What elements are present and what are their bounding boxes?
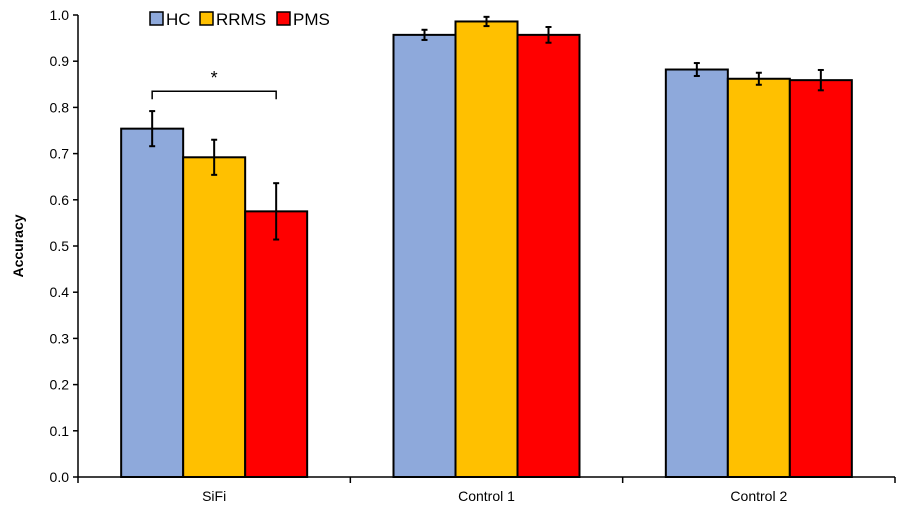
legend-swatch-pms [276, 11, 291, 26]
x-tick-label: Control 2 [730, 488, 787, 504]
y-tick-label: 0.1 [50, 423, 70, 439]
y-tick-label: 0.0 [50, 469, 70, 485]
legend-label-hc: HC [166, 10, 191, 29]
bar-pms-0 [244, 210, 309, 478]
bar-rrms-0 [182, 156, 247, 479]
y-tick-label: 0.9 [50, 53, 70, 69]
y-tick-label: 0.2 [50, 377, 70, 393]
bar-pms-2 [788, 79, 853, 478]
y-tick-label: 1.0 [50, 7, 70, 23]
y-tick-label: 0.3 [50, 330, 70, 346]
legend-label-rrms: RRMS [216, 10, 266, 29]
y-axis-title: Accuracy [10, 214, 26, 277]
legend-swatch-hc [149, 11, 164, 26]
bar-hc-2 [664, 68, 729, 479]
y-tick-label: 0.7 [50, 146, 70, 162]
bar-hc-1 [392, 33, 457, 479]
legend-label-pms: PMS [293, 10, 330, 29]
y-tick-label: 0.6 [50, 192, 70, 208]
y-tick-label: 0.5 [50, 238, 70, 254]
significance-star: * [211, 68, 218, 88]
y-tick-label: 0.8 [50, 99, 70, 115]
significance-annotations: * [151, 68, 277, 100]
x-axis: SiFi Control 1 Control 2 [77, 476, 896, 504]
y-axis: 0.0 0.1 0.2 0.3 0.4 0.5 0.6 0.7 0.8 0.9 1.0 [50, 7, 79, 485]
x-tick-label: SiFi [202, 488, 226, 504]
bar-pms-1 [516, 33, 581, 479]
significance-bracket [151, 90, 277, 100]
bar-hc-0 [120, 127, 185, 478]
x-tick-label: Control 1 [458, 488, 515, 504]
bar-rrms-2 [726, 77, 791, 478]
y-tick-label: 0.4 [50, 284, 70, 300]
bar-rrms-1 [454, 20, 519, 479]
legend: HC RRMS PMS [149, 10, 330, 29]
legend-swatch-rrms [199, 11, 214, 26]
bar-groups [120, 15, 853, 479]
